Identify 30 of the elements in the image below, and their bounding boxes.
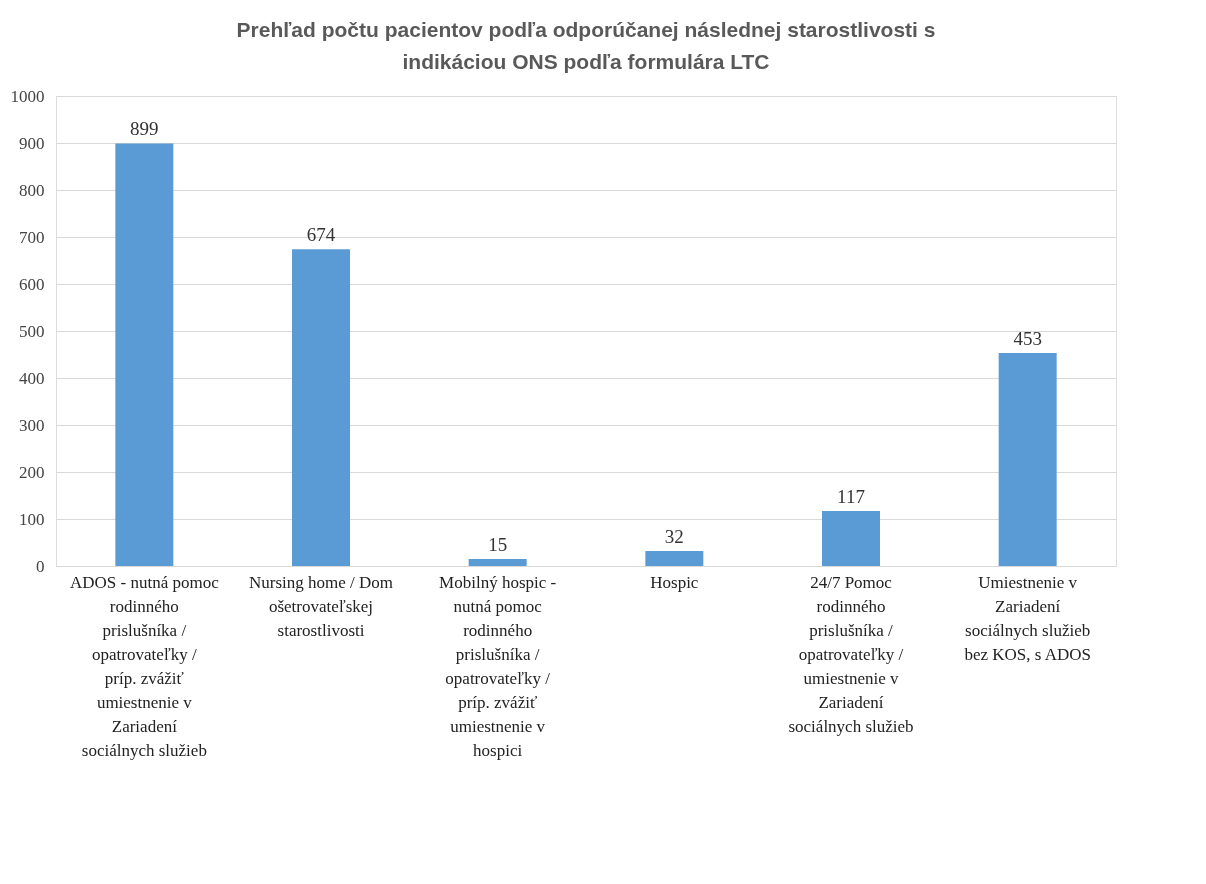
- data-label: 32: [664, 525, 684, 547]
- data-label: 15: [488, 533, 508, 555]
- data-label: 453: [1013, 328, 1042, 350]
- y-tick-label: 200: [19, 462, 45, 482]
- bar: [115, 143, 174, 566]
- y-tick-label: 100: [19, 509, 45, 529]
- x-tick-label: 24/7 Pomoc rodinného prislušníka / opatrovateľky / umiestnenie v Zariadení sociálnych služieb: [788, 572, 914, 736]
- bar: [822, 511, 880, 566]
- y-tick-label: 0: [36, 556, 45, 576]
- y-tick-label: 500: [19, 321, 45, 341]
- bar: [645, 550, 704, 566]
- x-tick-label: ADOS - nutná pomoc rodinného prislušníka / opatrovateľky / príp. zvážiť umiestnenie v Zariadení sociálnych služieb: [69, 572, 220, 760]
- data-label: 899: [130, 118, 159, 140]
- y-tick-label: 900: [19, 133, 45, 153]
- y-tick-label: 300: [19, 415, 45, 435]
- x-tick-label: Umiestnenie v Zariadení sociálnych služieb bez KOS, s ADOS: [964, 572, 1091, 664]
- bar: [468, 558, 527, 566]
- y-tick-label: 700: [19, 227, 45, 247]
- y-tick-label: 1000: [10, 86, 45, 106]
- y-tick-label: 600: [19, 274, 45, 294]
- x-tick-label: Mobilný hospic - nutná pomoc rodinného prislušníka / opatrovateľky / príp. zvážiť umiestnenie v hospici: [439, 572, 557, 760]
- chart-title: Prehľad počtu pacientov podľa odporúčanej následnej starostlivosti s indikáciou ONS podľa formulára LTC: [236, 18, 936, 73]
- data-label: 117: [837, 486, 865, 508]
- y-tick-label: 800: [19, 180, 45, 200]
- x-tick-label: Nursing home / Dom ošetrovateľskej starostlivosti: [248, 572, 394, 640]
- x-tick-label: Hospic: [650, 572, 699, 592]
- bar: [998, 353, 1057, 566]
- data-label: 674: [306, 224, 336, 246]
- y-tick-label: 400: [19, 368, 45, 388]
- bar: [292, 249, 350, 566]
